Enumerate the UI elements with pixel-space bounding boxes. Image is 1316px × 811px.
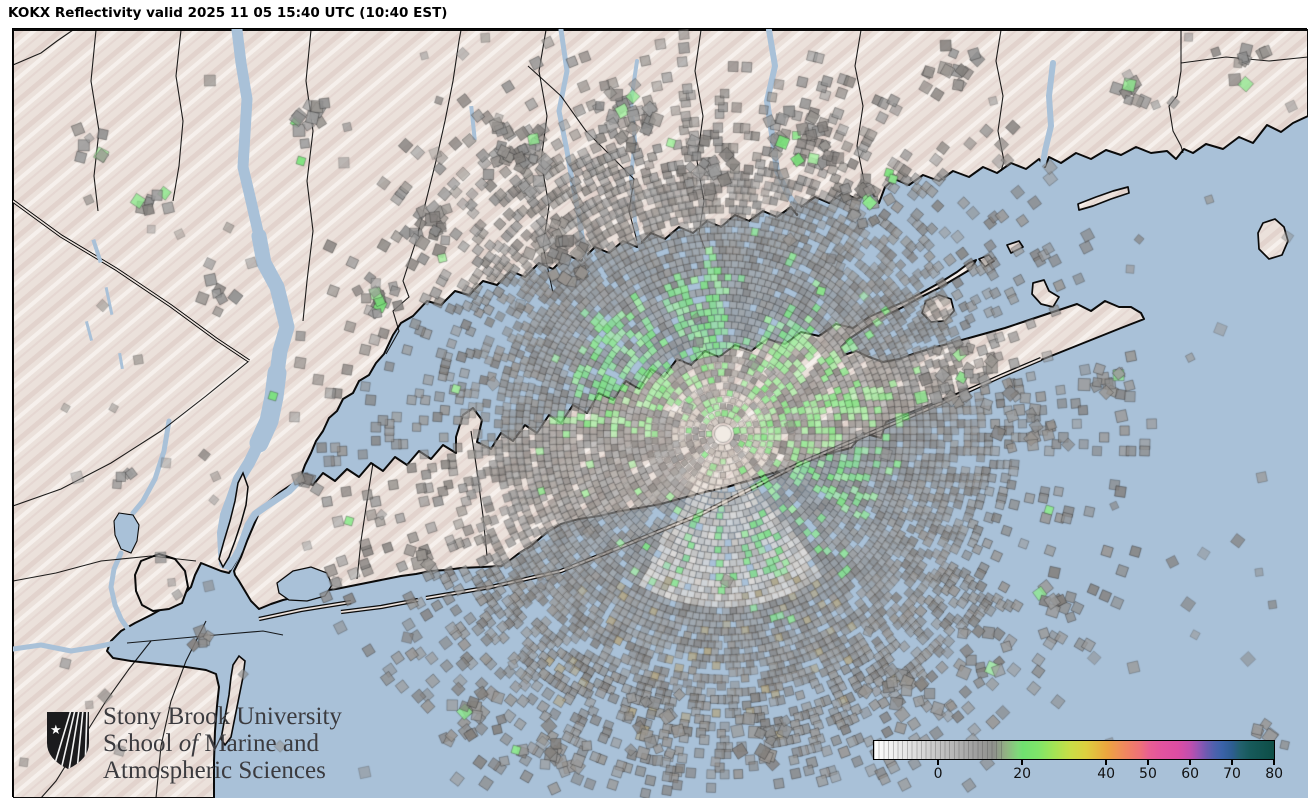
colorbar-tick [1189, 760, 1191, 765]
colorbar-discrete-stripes [874, 741, 1002, 759]
colorbar-tick-label: 70 [1223, 766, 1241, 782]
colorbar-tick-label: 0 [933, 766, 943, 782]
colorbar-gradient [873, 740, 1275, 760]
colorbar-tick-label: 60 [1181, 766, 1200, 782]
colorbar-tick [1273, 760, 1275, 765]
map-area: ★ Stony Brook University School of Marin… [12, 28, 1308, 798]
map-title: KOKX Reflectivity valid 2025 11 05 15:40… [8, 5, 448, 21]
colorbar-tick [1231, 760, 1233, 765]
radar-echo-canvas [13, 29, 1308, 798]
colorbar-tick-label: 40 [1097, 766, 1116, 782]
colorbar-tick-label: 50 [1139, 766, 1157, 782]
colorbar-tick [1021, 760, 1023, 765]
colorbar-tick [1105, 760, 1107, 765]
colorbar-tick [1147, 760, 1149, 765]
reflectivity-colorbar: 0 20 40 50 60 70 80 [873, 740, 1283, 792]
colorbar-tick-label: 80 [1265, 766, 1284, 782]
colorbar-tick [937, 760, 939, 765]
colorbar-tick-label: 20 [1013, 766, 1032, 782]
